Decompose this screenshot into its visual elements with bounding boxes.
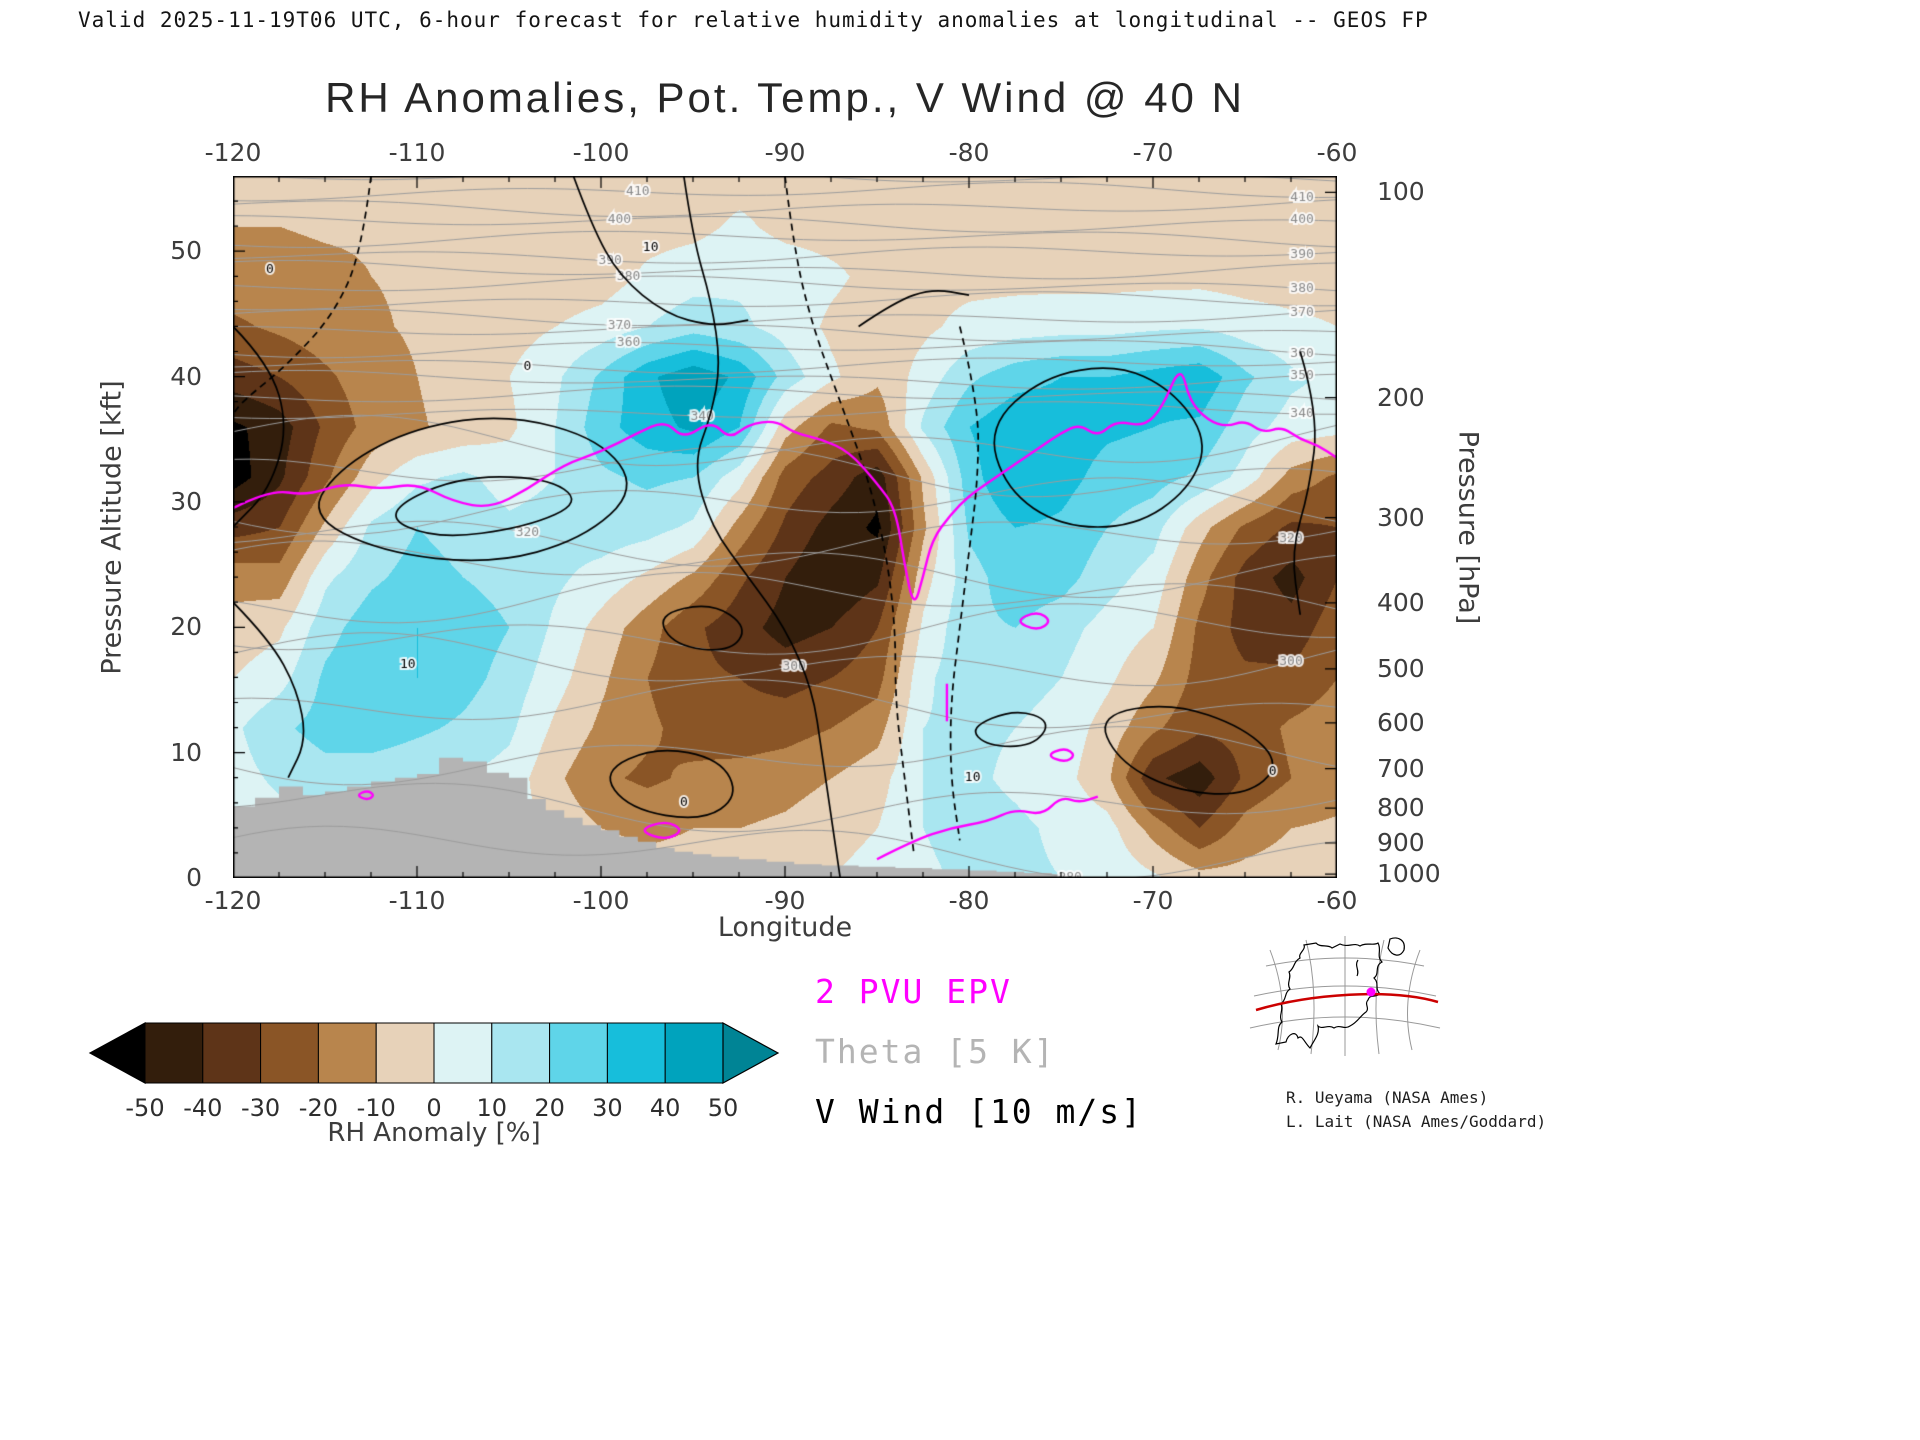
colorbar-tick-label: -20	[298, 1094, 338, 1122]
credit-line-1: R. Ueyama (NASA Ames)	[1286, 1088, 1489, 1107]
x-tick-label-top: -80	[948, 138, 990, 167]
legend-pv: 2 PVU EPV	[815, 972, 1012, 1011]
colorbar-cell	[549, 1022, 608, 1084]
hpa-tick-label: 400	[1377, 587, 1425, 617]
colorbar-ticks: -50 -40 -30 -20 -10 0 10 20 30 40 50	[88, 1088, 780, 1122]
hpa-tick-label: 1000	[1377, 859, 1441, 889]
colorbar-tick-label: 50	[707, 1094, 739, 1122]
colorbar-arrow	[88, 1021, 146, 1085]
hpa-tick-label: 100	[1377, 177, 1425, 207]
colorbar-tick-label: 20	[534, 1094, 565, 1122]
x-tick-label-bottom: -100	[572, 886, 630, 915]
x-tick-label-top: -90	[764, 138, 806, 167]
colorbar-cell	[260, 1022, 319, 1084]
colorbar-tick-label: 40	[649, 1094, 681, 1122]
colorbar-cell	[664, 1022, 724, 1084]
inset-location-dot	[1366, 987, 1376, 997]
colorbar-tick-label: -10	[356, 1094, 396, 1122]
colorbar-arrow	[722, 1021, 780, 1085]
cross-section-plot	[233, 176, 1337, 878]
hpa-tick-label: 200	[1377, 382, 1425, 412]
inset-map	[1240, 930, 1450, 1062]
colorbar-cell	[317, 1022, 377, 1084]
hpa-tick-label: 600	[1377, 707, 1425, 737]
colorbar-tick-label: -30	[240, 1094, 281, 1122]
kft-tick-label: 20	[170, 612, 202, 642]
colorbar-label: RH Anomaly [%]	[327, 1118, 541, 1148]
hpa-tick-label: 700	[1377, 753, 1425, 783]
kft-tick-label: 30	[170, 486, 202, 516]
x-tick-label-top: -110	[388, 138, 446, 167]
colorbar: -50 -40 -30 -20 -10 0 10 20 30 40 50 RH Anomaly [%…	[88, 1021, 780, 1148]
x-tick-label-bottom: -70	[1132, 886, 1174, 915]
colorbar-tick-label: 30	[592, 1094, 623, 1122]
hpa-tick-label: 900	[1377, 827, 1425, 857]
x-tick-label-top: -120	[204, 138, 262, 167]
plot-area	[233, 176, 1337, 878]
legend-wind: V Wind [10 m/s]	[815, 1092, 1144, 1131]
colorbar-cell	[606, 1022, 666, 1084]
colorbar-tick-label: 10	[476, 1094, 508, 1122]
x-tick-label-top: -70	[1132, 138, 1174, 167]
y-axis-left-title: Pressure Altitude [kft]	[96, 380, 128, 675]
colorbar-cell	[433, 1022, 493, 1084]
x-tick-label-top: -60	[1316, 138, 1358, 167]
hpa-tick-label: 800	[1377, 793, 1425, 823]
colorbar-swatches	[88, 1021, 780, 1085]
colorbar-cell	[375, 1022, 435, 1084]
inset-map-graticule	[1249, 936, 1441, 1056]
legend-theta: Theta [5 K]	[815, 1032, 1056, 1071]
inset-map-continent	[1275, 937, 1405, 1050]
x-tick-label-bottom: -60	[1316, 886, 1358, 915]
colorbar-cell	[144, 1022, 204, 1084]
valid-time-header: Valid 2025-11-19T06 UTC, 6-hour forecast…	[78, 8, 1429, 32]
colorbar-cell	[491, 1022, 551, 1084]
x-tick-label-bottom: -110	[388, 886, 446, 915]
page-title: RH Anomalies, Pot. Temp., V Wind @ 40 N	[325, 74, 1245, 121]
kft-tick-label: 10	[170, 737, 202, 767]
colorbar-tick-label: 0	[426, 1094, 442, 1122]
x-tick-label-bottom: -80	[948, 886, 990, 915]
colorbar-tick-label: -50	[125, 1094, 165, 1122]
x-axis-title: Longitude	[717, 912, 853, 943]
inset-latitude-40n-line	[1255, 992, 1439, 1012]
colorbar-cell	[202, 1022, 262, 1084]
x-tick-label-bottom: -120	[204, 886, 262, 915]
colorbar-tick-label: -40	[183, 1094, 223, 1122]
kft-tick-label: 0	[186, 863, 202, 892]
x-tick-label-top: -100	[572, 138, 630, 167]
kft-tick-label: 50	[170, 236, 202, 266]
hpa-tick-label: 300	[1377, 502, 1425, 532]
kft-tick-label: 40	[170, 361, 202, 391]
x-tick-label-bottom: -90	[764, 886, 806, 915]
y-axis-right-title: Pressure [hPa]	[1452, 430, 1484, 625]
credit-line-2: L. Lait (NASA Ames/Goddard)	[1286, 1112, 1547, 1131]
hpa-tick-label: 500	[1377, 653, 1425, 683]
